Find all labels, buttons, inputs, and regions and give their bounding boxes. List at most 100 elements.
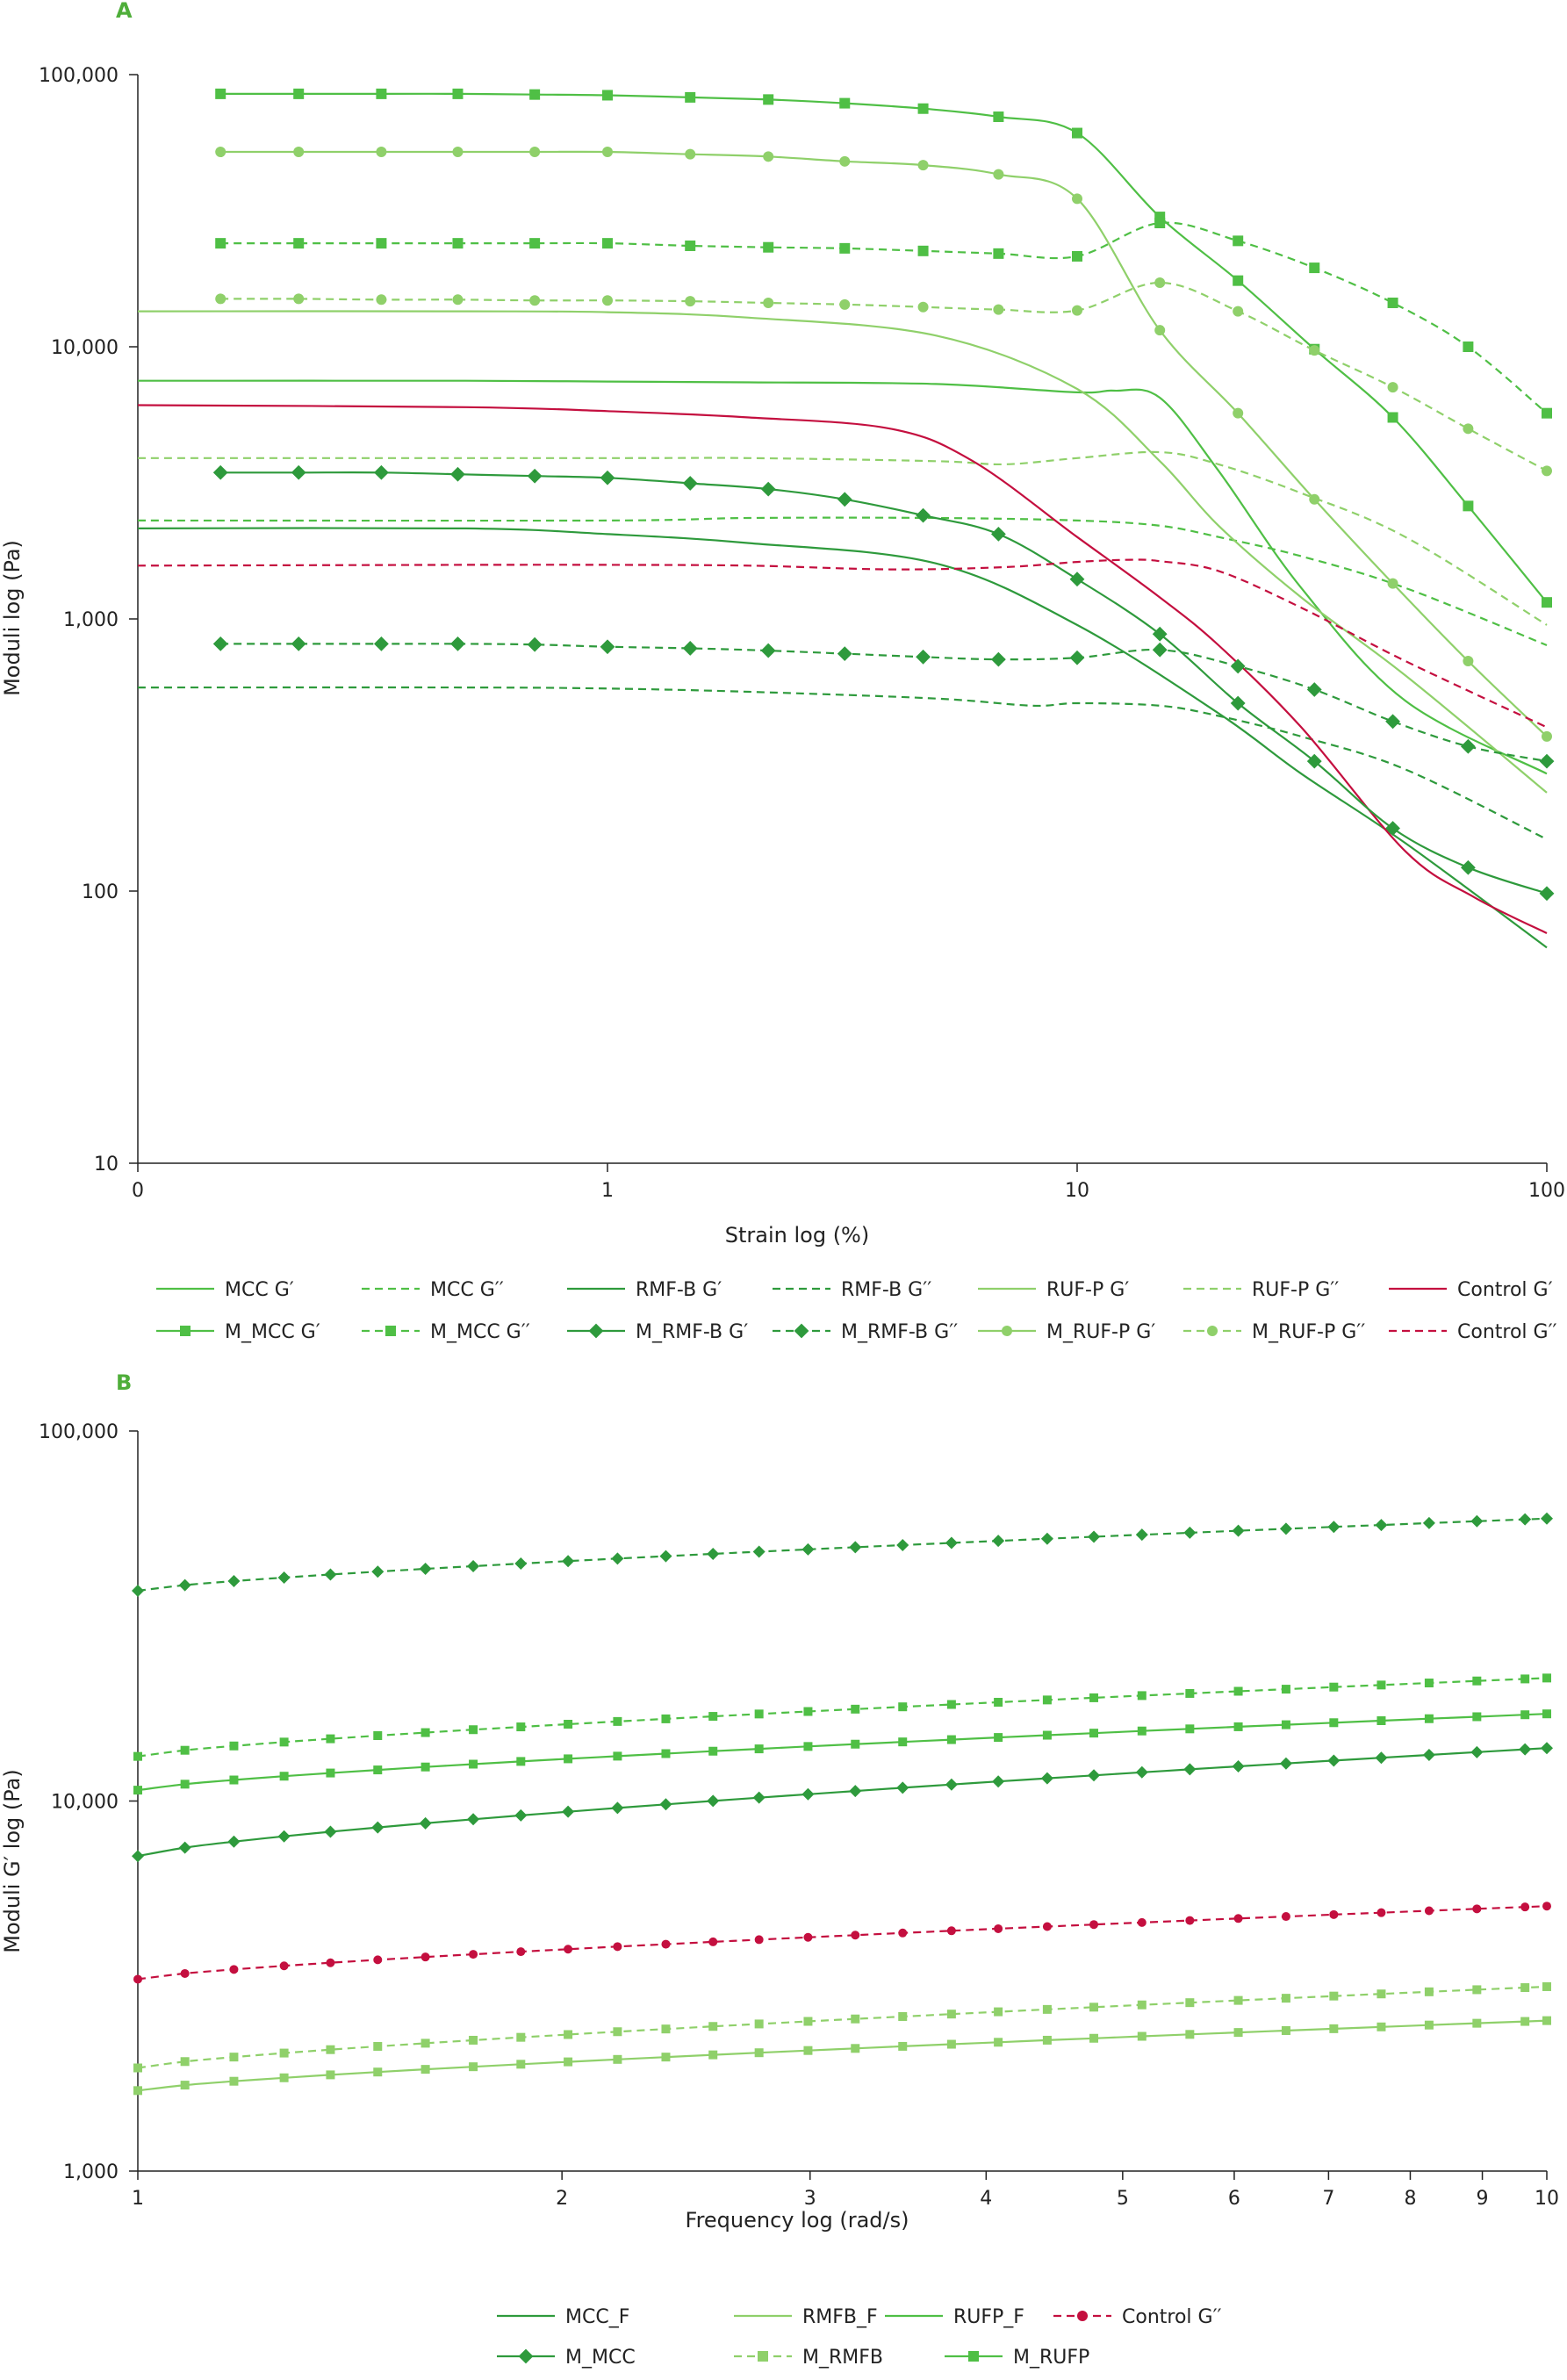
panel-a-point-m-ruf-p-gpp [1154, 277, 1166, 288]
panel-a-point-m-ruf-p-gpp [215, 293, 226, 305]
panel-b-point-control-gpp [469, 1950, 478, 1959]
panel-a-point-m-ruf-p-gpp [1387, 382, 1398, 393]
legend-label: MCC G′ [225, 1279, 294, 1301]
panel-b-point-control-gpp [1089, 1920, 1099, 1930]
panel-a-point-m-rmf-b-gpp [1069, 650, 1085, 665]
legend-swatch-marker [180, 1326, 190, 1336]
legend-label: M_RUF-P G′ [1046, 1321, 1155, 1343]
panel-b-point-rmfb-f-markers [421, 2065, 430, 2074]
panel-a-x-tick-label: 100 [1528, 1180, 1565, 1202]
panel-a-point-m-mcc-gp [376, 88, 387, 99]
panel-b-point-m-rufp [851, 1704, 860, 1714]
panel-a-point-m-mcc-gp [602, 90, 613, 101]
panel-b-point-m-mcc [562, 1555, 575, 1568]
panel-b-x-tick-label: 2 [556, 2188, 568, 2210]
panel-b-point-rmfb-f-markers [613, 2054, 622, 2064]
panel-b-point-m-mcc [227, 1575, 241, 1588]
panel-a-point-m-ruf-p-gpp [839, 298, 851, 310]
legend-label: M_MCC G′ [225, 1321, 320, 1343]
panel-a-point-m-ruf-p-gpp [376, 294, 387, 306]
panel-a-series-line-mcc-gpp [137, 516, 1548, 647]
panel-b-point-rmfb-f-markers [1281, 2025, 1290, 2035]
panel-a-point-m-rmf-b-gp [1539, 886, 1555, 902]
panel-b-x-tick-label: 9 [1477, 2188, 1489, 2210]
panel-b-point-m-mcc [992, 1535, 1005, 1548]
panel-b-y-tick-label: 100,000 [39, 1421, 119, 1443]
panel-a-point-m-ruf-p-gp [215, 147, 226, 158]
panel-b-legend: MCC_F RMFB_F RUFP_F Control G′′ M_MCC M_RMFB M… [497, 2306, 1222, 2369]
panel-b-point-rmfb-f-markers [1089, 2033, 1099, 2043]
panel-b-point-m-rufp [279, 1737, 289, 1747]
panel-b-point-control-gpp [898, 1928, 908, 1938]
panel-b-legend-item-rmfb-f: RMFB_F [734, 2306, 878, 2328]
panel-a-x-tick-label: 1 [601, 1180, 614, 1202]
panel-a-point-m-mcc-gp [1072, 127, 1082, 139]
panel-a-point-m-rmf-b-gp [527, 468, 543, 484]
panel-b-point-mcc-f-markers [371, 1821, 385, 1834]
panel-b-point-m-rufp [1042, 1695, 1052, 1705]
panel-a-point-m-ruf-p-gpp [685, 296, 696, 307]
panel-b-point-rmfb-f-markers [803, 2046, 813, 2055]
panel-b-point-rufp-f-markers [1233, 1722, 1243, 1731]
panel-b-point-m-rufp [1137, 1691, 1146, 1701]
panel-b-point-rmfb-f-markers [946, 2039, 956, 2049]
panel-b-point-rmfb-f-markers [994, 2038, 1003, 2047]
panel-a-point-m-rmf-b-gp [600, 470, 615, 485]
panel-b-point-m-rufp [754, 1709, 764, 1719]
panel-b-point-mcc-f-markers [1279, 1757, 1292, 1770]
panel-b-point-rmfb-f-markers [1329, 2024, 1339, 2033]
panel-b-legend-item-control-gpp: Control G′′ [1053, 2306, 1222, 2328]
panel-b-point-m-rufp [661, 1714, 671, 1723]
panel-b-point-mcc-f-markers [1135, 1765, 1148, 1779]
panel-b-point-m-rmfb [851, 2014, 860, 2024]
panel-b-x-tick-label: 3 [804, 2188, 816, 2210]
panel-b-point-m-rmfb [1424, 1987, 1434, 1996]
panel-a-legend-item-mcc-gp: MCC G′ [156, 1279, 294, 1301]
panel-b-point-control-gpp [516, 1947, 526, 1957]
panel-a-point-m-ruf-p-gpp [602, 295, 613, 306]
panel-b-point-rufp-f-markers [1042, 1730, 1052, 1740]
panel-b-point-rmfb-f-markers [1233, 2028, 1243, 2038]
panel-label-a: A [116, 0, 133, 23]
panel-a-point-m-ruf-p-gp [993, 169, 1004, 180]
legend-label: RUF-P G′ [1046, 1279, 1129, 1301]
legend-label: M_RUF-P G′′ [1252, 1321, 1365, 1343]
panel-b-point-m-rmfb [516, 2032, 526, 2042]
legend-swatch-marker [385, 1326, 396, 1336]
panel-b-point-rufp-f-markers [1377, 1715, 1386, 1725]
panel-b-x-tick-label: 7 [1322, 2188, 1334, 2210]
panel-a-point-m-mcc-gpp [1233, 235, 1244, 247]
panel-b-point-m-rufp [1520, 1674, 1530, 1684]
panel-b-point-rufp-f-markers [803, 1742, 813, 1751]
panel-a-legend-item-control-gp: Control G′ [1389, 1279, 1553, 1301]
panel-a-y-tick-label: 100 [82, 881, 119, 903]
panel-b-point-control-gpp [373, 1955, 383, 1965]
panel-b-point-mcc-f-markers [1327, 1754, 1341, 1767]
panel-b-point-rmfb-f-markers [373, 2067, 383, 2077]
panel-b-legend-item-rufp-f: RUFP_F [885, 2306, 1024, 2328]
panel-b-point-mcc-f-markers [849, 1785, 862, 1798]
panel-b-point-rufp-f-markers [133, 1786, 142, 1795]
panel-b-point-control-gpp [661, 1939, 671, 1949]
panel-a-point-m-ruf-p-gpp [293, 293, 305, 305]
panel-b-point-m-rmfb [613, 2027, 622, 2037]
panel-b-point-rufp-f-markers [373, 1765, 383, 1775]
panel-b-point-m-mcc [1470, 1514, 1484, 1528]
panel-a-point-m-ruf-p-gp [293, 147, 305, 158]
panel-a-point-m-mcc-gp [529, 89, 541, 100]
panel-b-y-tick-label: 10,000 [51, 1792, 119, 1814]
legend-label: M_RMFB [802, 2347, 883, 2369]
panel-a-point-m-mcc-gpp [685, 240, 696, 251]
panel-a-legend-item-m-rmf-b-gp: M_RMF-B G′ [567, 1321, 748, 1343]
panel-b-point-rufp-f-markers [229, 1775, 239, 1785]
panel-b-point-m-rufp [180, 1745, 190, 1755]
panel-a-point-m-ruf-p-gp [376, 147, 387, 158]
panel-a-point-m-mcc-gp [293, 88, 305, 99]
panel-a-series-rmf-b-gpp [137, 686, 1548, 840]
panel-a-point-m-rmf-b-gpp [291, 636, 306, 651]
panel-b-point-mcc-f-markers [324, 1825, 337, 1838]
panel-b-point-control-gpp [564, 1945, 573, 1954]
panel-b-point-mcc-f-markers [801, 1787, 815, 1801]
panel-a-point-m-mcc-gpp [1463, 342, 1474, 352]
